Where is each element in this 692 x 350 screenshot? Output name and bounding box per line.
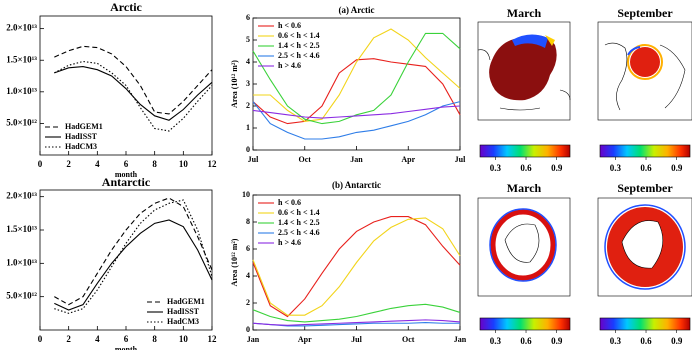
legend-label: HadCM3 [167, 317, 199, 326]
map-title: September [617, 181, 673, 195]
legend-label: HadISST [167, 307, 200, 316]
x-tick-label: 8 [152, 159, 157, 169]
colorbar-tick-label: 0.3 [490, 163, 502, 173]
x-tick-label: 10 [179, 334, 189, 344]
y-tick-label: 2 [246, 101, 250, 110]
x-tick-label: 4 [95, 159, 100, 169]
colorbar-tick-label: 0.3 [490, 336, 502, 346]
x-tick-label: 0 [38, 159, 43, 169]
figure: Arctic 5.0×10¹² 1.0×10¹³ 1.5×10¹³ 2.0×10¹³ 0 2… [0, 0, 692, 350]
legend-label: h < 0.6 [278, 198, 301, 207]
chart-title: Arctic [110, 0, 142, 14]
chart-title: Antarctic [102, 175, 151, 189]
y-tick-label: 6 [246, 13, 250, 22]
x-tick-label: Jul [455, 155, 466, 164]
legend-label: 2.5 < h < 4.6 [278, 228, 320, 237]
colorbar-tick-label: 0.9 [671, 163, 683, 173]
y-tick-label: 5 [246, 35, 250, 44]
legend-label: h > 4.6 [278, 61, 301, 70]
colorbar [600, 318, 690, 330]
y-tick-label: 1.0×10¹³ [6, 257, 37, 267]
series-line [54, 198, 212, 305]
y-tick-label: 6 [246, 244, 250, 253]
legend-label: 1.4 < h < 2.5 [278, 218, 320, 227]
y-tick-label: 2.0×10¹³ [6, 191, 37, 201]
x-tick-label: 2 [66, 334, 71, 344]
colorbar-tick-label: 0.3 [610, 163, 622, 173]
y-tick-label: 1.5×10¹³ [6, 224, 37, 234]
legend-label: h < 0.6 [278, 21, 301, 30]
colorbar-tick-label: 0.6 [520, 336, 532, 346]
y-axis-label: Area (10¹² m²) [230, 60, 239, 108]
legend-label: 0.6 < h < 1.4 [278, 208, 320, 217]
x-axis-label: month [115, 345, 138, 350]
legend-label: HadGEM1 [167, 297, 205, 306]
colorbar [600, 145, 690, 157]
x-tick-label: 6 [124, 159, 129, 169]
x-tick-label: 4 [95, 334, 100, 344]
map-title: September [617, 6, 673, 20]
y-tick-label: 10 [242, 190, 250, 199]
x-tick-label: Oct [299, 155, 312, 164]
x-tick-label: Oct [402, 335, 415, 344]
x-tick-label: 0 [38, 334, 43, 344]
y-tick-label: 5.0×10¹² [6, 117, 37, 127]
colorbar-tick-label: 0.6 [640, 336, 652, 346]
legend-label: h > 4.6 [278, 238, 301, 247]
y-axis-label: Area (10¹² m²) [230, 238, 239, 286]
x-tick-label: 8 [152, 334, 157, 344]
legend-label: HadCM3 [65, 142, 97, 151]
x-tick-label: Jan [350, 155, 363, 164]
colorbar-tick-label: 0.9 [551, 163, 563, 173]
map-image [598, 22, 692, 120]
y-tick-label: 2.0×10¹³ [6, 23, 37, 33]
x-tick-label: Apr [298, 335, 312, 344]
colorbar [480, 145, 570, 157]
colorbar [480, 318, 570, 330]
colorbar-tick-label: 0.9 [551, 336, 563, 346]
y-tick-label: 5.0×10¹² [6, 291, 37, 301]
x-tick-label: Jan [454, 335, 467, 344]
series-line [54, 61, 212, 131]
map-image [478, 22, 570, 120]
y-tick-label: 8 [246, 217, 250, 226]
y-tick-label: 0 [246, 145, 250, 154]
y-tick-label: 1 [246, 123, 250, 132]
y-tick-label: 4 [246, 271, 250, 280]
colorbar-tick-label: 0.6 [520, 163, 532, 173]
map-image [598, 198, 692, 296]
x-tick-label: Jul [351, 335, 362, 344]
colorbar-tick-label: 0.9 [671, 336, 683, 346]
x-tick-label: Jul [248, 155, 259, 164]
y-tick-label: 3 [246, 79, 250, 88]
map-title: March [507, 6, 542, 20]
x-tick-label: 2 [66, 159, 71, 169]
x-tick-label: 12 [208, 159, 218, 169]
chart-title: (a) Arctic [338, 5, 374, 15]
legend-label: HadGEM1 [65, 122, 103, 131]
y-tick-label: 2 [246, 298, 250, 307]
legend-label: HadISST [65, 132, 98, 141]
legend-label: 0.6 < h < 1.4 [278, 31, 320, 40]
y-tick-label: 0 [246, 325, 250, 334]
colorbar-tick-label: 0.3 [610, 336, 622, 346]
chart-title: (b) Antarctic [332, 180, 381, 190]
legend-label: 2.5 < h < 4.6 [278, 51, 320, 60]
x-tick-label: Jan [247, 335, 260, 344]
y-tick-label: 4 [246, 57, 250, 66]
x-tick-label: 6 [124, 334, 129, 344]
legend-label: 1.4 < h < 2.5 [278, 41, 320, 50]
map-title: March [507, 181, 542, 195]
x-tick-label: 10 [179, 159, 189, 169]
x-tick-label: 12 [208, 334, 218, 344]
colorbar-tick-label: 0.6 [640, 163, 652, 173]
y-tick-label: 1.5×10¹³ [6, 54, 37, 64]
x-tick-label: Apr [401, 155, 415, 164]
y-tick-label: 1.0×10¹³ [6, 86, 37, 96]
map-image [478, 198, 570, 296]
